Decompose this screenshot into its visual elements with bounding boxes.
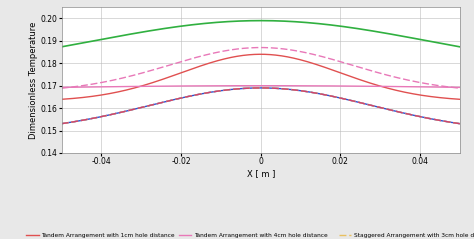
Legend: Tandem Arrangement with 1cm hole distance, Tandem Arrangement with 2cm hole dist: Tandem Arrangement with 1cm hole distanc… [25,232,474,239]
X-axis label: X [ m ]: X [ m ] [246,169,275,178]
Y-axis label: Dimensionless Temperature: Dimensionless Temperature [29,21,38,139]
